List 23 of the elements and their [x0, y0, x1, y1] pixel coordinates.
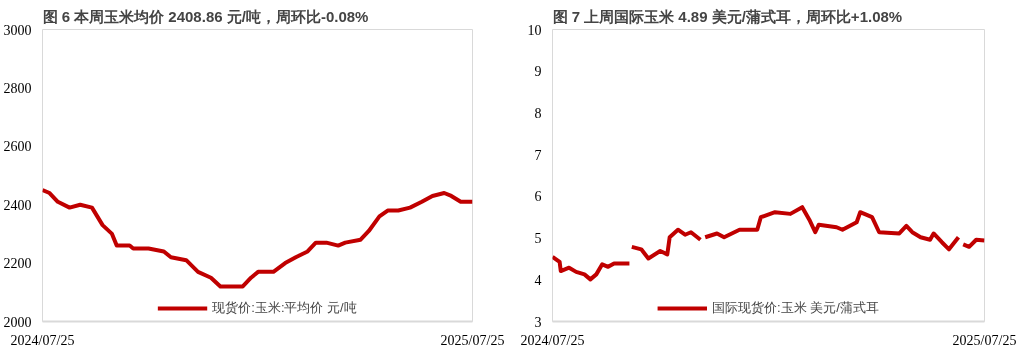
y-tick-label: 7 [534, 147, 542, 163]
line-series [42, 188, 473, 289]
x-tick-label: 2025/07/25 [952, 332, 1017, 348]
x-tick-label: 2025/07/25 [440, 332, 505, 348]
chart-title: 图 6 本周玉米均价 2408.86 元/吨，周环比-0.08% [42, 7, 369, 25]
y-tick-label: 6 [534, 189, 542, 205]
x-tick-label: 2024/07/25 [520, 332, 585, 348]
y-tick-label: 2800 [3, 80, 32, 96]
x-tick-label: 2024/07/25 [10, 332, 75, 348]
y-tick-label: 2400 [3, 197, 32, 213]
y-tick-label: 10 [527, 22, 542, 38]
y-tick-label: 2200 [3, 256, 32, 272]
y-tick-label: 4 [534, 272, 542, 288]
y-tick-label: 3000 [3, 22, 32, 38]
y-tick-label: 3 [534, 314, 542, 330]
y-tick-label: 2600 [3, 139, 32, 155]
y-tick-label: 8 [534, 105, 542, 121]
y-tick-label: 2000 [3, 314, 32, 330]
chart-title: 图 7 上周国际玉米 4.89 美元/蒲式耳，周环比+1.08% [552, 7, 903, 25]
legend-label: 国际现货价:玉米 美元/蒲式耳 [712, 299, 879, 317]
legend-label: 现货价:玉米:平均价 元/吨 [212, 299, 357, 317]
y-tick-label: 9 [534, 64, 542, 80]
y-tick-label: 5 [534, 231, 542, 247]
